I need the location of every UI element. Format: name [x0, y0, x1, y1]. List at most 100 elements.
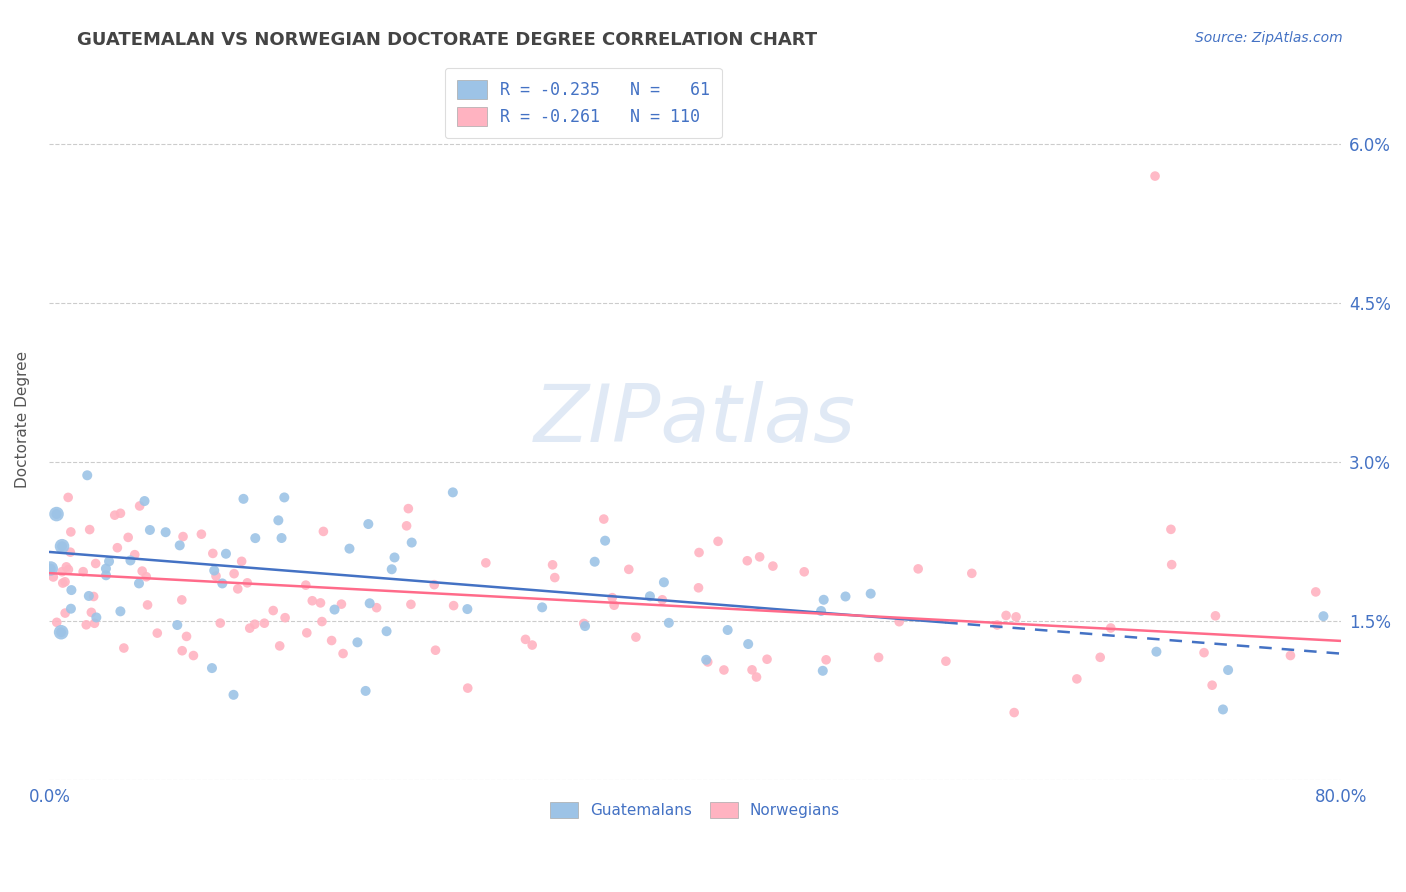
Point — [1312, 609, 1334, 624]
Point — [713, 663, 735, 677]
Point — [574, 619, 596, 633]
Point — [94, 568, 117, 582]
Point — [366, 600, 388, 615]
Point — [339, 541, 361, 556]
Point — [135, 570, 157, 584]
Point — [215, 547, 238, 561]
Point — [456, 602, 478, 616]
Point — [51, 565, 73, 579]
Point — [60, 583, 83, 598]
Point — [423, 577, 446, 591]
Point — [834, 590, 856, 604]
Point — [172, 530, 194, 544]
Point — [323, 602, 346, 616]
Point — [810, 604, 832, 618]
Point — [86, 610, 108, 624]
Point — [741, 663, 763, 677]
Text: Source: ZipAtlas.com: Source: ZipAtlas.com — [1195, 31, 1343, 45]
Point — [53, 606, 76, 620]
Point — [169, 538, 191, 552]
Point — [592, 512, 614, 526]
Point — [401, 535, 423, 549]
Point — [270, 531, 292, 545]
Point — [39, 561, 62, 575]
Point — [745, 670, 768, 684]
Point — [155, 525, 177, 540]
Point — [110, 506, 132, 520]
Point — [274, 610, 297, 624]
Point — [541, 558, 564, 572]
Point — [793, 565, 815, 579]
Point — [83, 616, 105, 631]
Point — [105, 541, 128, 555]
Point — [811, 664, 834, 678]
Point — [1204, 608, 1226, 623]
Point — [84, 557, 107, 571]
Point — [359, 596, 381, 610]
Point — [868, 650, 890, 665]
Point — [1160, 522, 1182, 536]
Point — [522, 638, 544, 652]
Point — [354, 684, 377, 698]
Point — [381, 562, 404, 576]
Point — [267, 513, 290, 527]
Point — [1090, 650, 1112, 665]
Point — [239, 621, 262, 635]
Point — [624, 630, 647, 644]
Point — [441, 485, 464, 500]
Point — [1201, 678, 1223, 692]
Point — [1216, 663, 1239, 677]
Point — [357, 516, 380, 531]
Point — [243, 617, 266, 632]
Point — [49, 625, 72, 640]
Point — [190, 527, 212, 541]
Point — [384, 550, 406, 565]
Point — [80, 606, 103, 620]
Point — [56, 491, 79, 505]
Point — [907, 562, 929, 576]
Point — [617, 562, 640, 576]
Point — [658, 615, 681, 630]
Point — [375, 624, 398, 639]
Point — [1279, 648, 1302, 663]
Point — [1192, 646, 1215, 660]
Point — [1144, 645, 1167, 659]
Point — [201, 546, 224, 560]
Point — [443, 599, 465, 613]
Point — [1160, 558, 1182, 572]
Point — [209, 616, 232, 631]
Point — [1005, 610, 1028, 624]
Point — [309, 596, 332, 610]
Point — [77, 589, 100, 603]
Point — [51, 539, 73, 553]
Point — [98, 554, 121, 568]
Text: ZIPatlas: ZIPatlas — [534, 381, 856, 458]
Point — [262, 603, 284, 617]
Point — [321, 633, 343, 648]
Point — [94, 561, 117, 575]
Point — [346, 635, 368, 649]
Point — [166, 618, 188, 632]
Point — [232, 491, 254, 506]
Point — [253, 616, 276, 631]
Point — [83, 590, 105, 604]
Point — [748, 549, 770, 564]
Point — [652, 575, 675, 590]
Point — [76, 468, 98, 483]
Point — [269, 639, 291, 653]
Point — [1305, 585, 1327, 599]
Point — [935, 654, 957, 668]
Point — [59, 545, 82, 559]
Point — [170, 593, 193, 607]
Point — [1099, 621, 1122, 635]
Legend: Guatemalans, Norwegians: Guatemalans, Norwegians — [543, 795, 848, 826]
Point — [889, 615, 911, 629]
Point — [45, 507, 67, 521]
Point — [688, 581, 710, 595]
Point — [688, 545, 710, 559]
Point — [1002, 706, 1025, 720]
Point — [128, 576, 150, 591]
Point — [55, 559, 77, 574]
Point — [395, 519, 418, 533]
Point — [224, 566, 246, 581]
